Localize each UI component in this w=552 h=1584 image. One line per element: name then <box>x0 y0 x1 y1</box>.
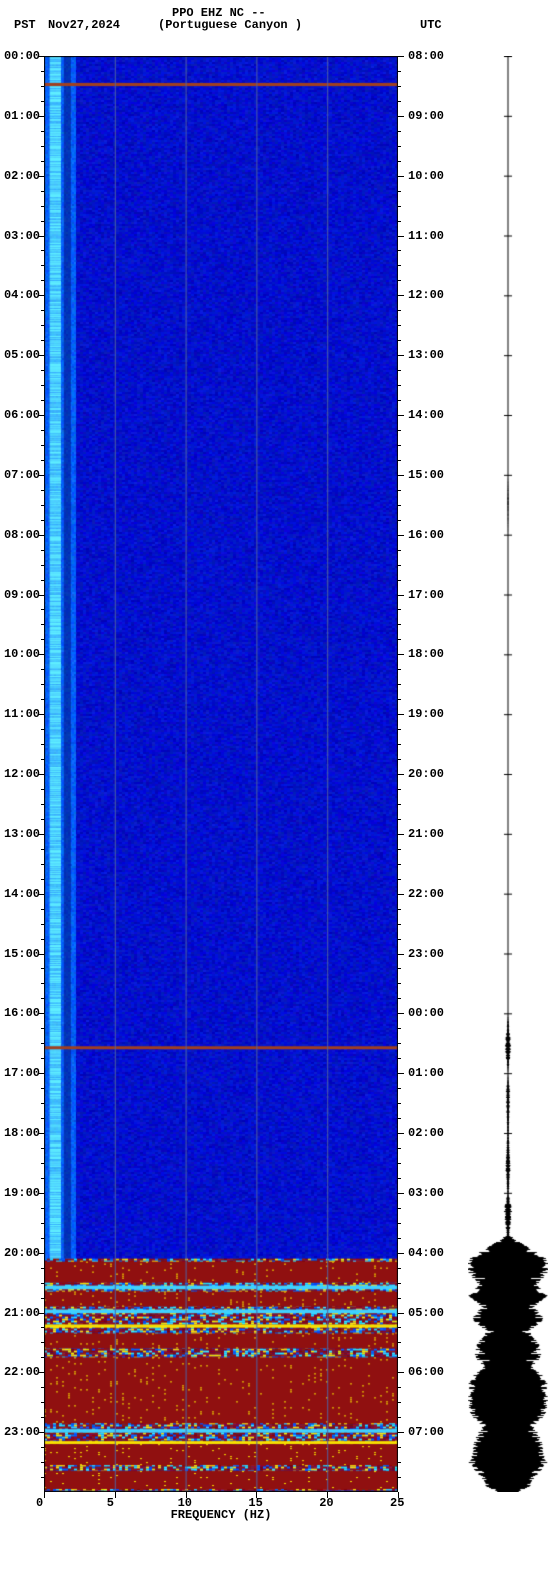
right-time-tick-label: 02:00 <box>408 1126 444 1140</box>
right-time-tick-label: 07:00 <box>408 1425 444 1439</box>
utc-label: UTC <box>420 18 442 32</box>
left-time-tick-label: 14:00 <box>0 887 40 901</box>
right-time-tick-label: 23:00 <box>408 947 444 961</box>
right-time-tick-label: 09:00 <box>408 109 444 123</box>
right-time-tick-label: 10:00 <box>408 169 444 183</box>
right-time-tick-label: 19:00 <box>408 707 444 721</box>
left-time-tick-label: 21:00 <box>0 1306 40 1320</box>
left-time-tick-label: 10:00 <box>0 647 40 661</box>
left-time-tick-label: 15:00 <box>0 947 40 961</box>
right-time-tick-label: 00:00 <box>408 1006 444 1020</box>
left-time-tick-label: 22:00 <box>0 1365 40 1379</box>
header: PST Nov27,2024 PPO EHZ NC -- (Portuguese… <box>0 0 552 56</box>
freq-tick-label: 0 <box>36 1496 43 1510</box>
right-time-tick-label: 01:00 <box>408 1066 444 1080</box>
left-time-tick-label: 19:00 <box>0 1186 40 1200</box>
left-time-tick-label: 02:00 <box>0 169 40 183</box>
left-time-tick-label: 08:00 <box>0 528 40 542</box>
right-time-tick-label: 12:00 <box>408 288 444 302</box>
spectrogram-canvas <box>44 56 398 1492</box>
left-time-tick-label: 04:00 <box>0 288 40 302</box>
right-time-tick-label: 08:00 <box>408 49 444 63</box>
left-time-tick-label: 23:00 <box>0 1425 40 1439</box>
seismogram-canvas <box>468 56 548 1492</box>
left-time-tick-label: 12:00 <box>0 767 40 781</box>
right-time-tick-label: 16:00 <box>408 528 444 542</box>
left-time-tick-label: 09:00 <box>0 588 40 602</box>
right-time-tick-label: 04:00 <box>408 1246 444 1260</box>
left-time-tick-label: 18:00 <box>0 1126 40 1140</box>
right-time-tick-label: 20:00 <box>408 767 444 781</box>
right-time-tick-label: 18:00 <box>408 647 444 661</box>
left-time-tick-label: 03:00 <box>0 229 40 243</box>
pst-label: PST <box>14 18 36 32</box>
right-time-tick-label: 21:00 <box>408 827 444 841</box>
location-label: (Portuguese Canyon ) <box>158 18 302 32</box>
left-time-tick-label: 13:00 <box>0 827 40 841</box>
date-label: Nov27,2024 <box>48 18 120 32</box>
left-time-tick-label: 00:00 <box>0 49 40 63</box>
right-time-tick-label: 03:00 <box>408 1186 444 1200</box>
right-time-tick-label: 06:00 <box>408 1365 444 1379</box>
left-time-tick-label: 20:00 <box>0 1246 40 1260</box>
left-time-tick-label: 07:00 <box>0 468 40 482</box>
right-time-tick-label: 15:00 <box>408 468 444 482</box>
right-time-tick-label: 14:00 <box>408 408 444 422</box>
left-time-tick-label: 06:00 <box>0 408 40 422</box>
right-time-tick-label: 13:00 <box>408 348 444 362</box>
left-time-tick-label: 11:00 <box>0 707 40 721</box>
left-time-tick-label: 16:00 <box>0 1006 40 1020</box>
right-time-tick-label: 17:00 <box>408 588 444 602</box>
frequency-axis-label: FREQUENCY (HZ) <box>44 1508 398 1522</box>
left-time-tick-label: 17:00 <box>0 1066 40 1080</box>
left-time-tick-label: 05:00 <box>0 348 40 362</box>
right-time-tick-label: 11:00 <box>408 229 444 243</box>
right-time-tick-label: 22:00 <box>408 887 444 901</box>
left-time-tick-label: 01:00 <box>0 109 40 123</box>
right-time-tick-label: 05:00 <box>408 1306 444 1320</box>
